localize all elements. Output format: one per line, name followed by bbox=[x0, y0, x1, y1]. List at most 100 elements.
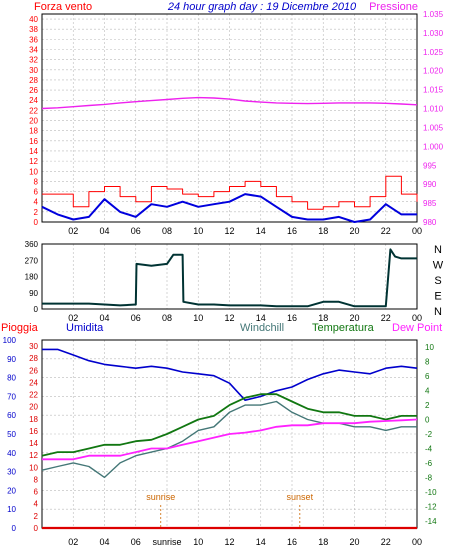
direction-axis-tick: 360 bbox=[25, 240, 39, 249]
humidity-axis-tick: 40 bbox=[7, 449, 16, 458]
wind-axis-tick: 34 bbox=[29, 46, 38, 55]
wind-x-tick: 04 bbox=[99, 226, 109, 236]
temp-x-tick: sunrise bbox=[152, 537, 181, 547]
direction-axis-tick: 90 bbox=[29, 289, 38, 298]
wind-axis-tick: 10 bbox=[29, 167, 38, 176]
wind-axis-tick: 32 bbox=[29, 56, 38, 65]
temperature-axis-tick: 8 bbox=[425, 358, 430, 367]
wind-axis-tick: 12 bbox=[29, 157, 38, 166]
rain-axis-tick: 22 bbox=[29, 391, 38, 400]
direction-axis-tick: 0 bbox=[34, 305, 39, 314]
pressure-axis-tick: 1.035 bbox=[423, 10, 444, 19]
wind-axis-tick: 24 bbox=[29, 96, 38, 105]
direction-x-tick: 14 bbox=[256, 313, 266, 323]
temperature-axis-tick: -6 bbox=[425, 459, 433, 468]
temp-x-tick: 22 bbox=[381, 537, 391, 547]
direction-x-tick: 06 bbox=[131, 313, 141, 323]
pressure-line bbox=[41, 96, 418, 110]
temperature-axis-tick: -4 bbox=[425, 444, 433, 453]
temperature-axis-tick: -12 bbox=[425, 502, 437, 511]
wind-axis-tick: 8 bbox=[34, 177, 39, 186]
pressure-axis-tick: 995 bbox=[423, 161, 437, 170]
wind-x-tick: 02 bbox=[68, 226, 78, 236]
wind-axis-tick: 14 bbox=[29, 147, 38, 156]
wind-gust-line bbox=[42, 175, 418, 210]
rain-axis-tick: 18 bbox=[29, 415, 38, 424]
direction-x-tick: 16 bbox=[287, 313, 297, 323]
temperature-axis-tick: 2 bbox=[425, 401, 430, 410]
sunrise-annotation: sunrise bbox=[146, 492, 175, 502]
compass-label: S bbox=[434, 275, 441, 287]
humidity-axis-tick: 90 bbox=[7, 355, 16, 364]
temp-x-tick: 06 bbox=[131, 537, 141, 547]
temp-x-tick: 12 bbox=[224, 537, 234, 547]
rain-axis-tick: 24 bbox=[29, 378, 38, 387]
temp-x-tick: 18 bbox=[318, 537, 328, 547]
direction-x-tick: 12 bbox=[224, 313, 234, 323]
wind-axis-tick: 18 bbox=[29, 127, 38, 136]
pressure-axis-tick: 1.010 bbox=[423, 105, 444, 114]
wind-axis-tick: 4 bbox=[34, 198, 39, 207]
wind-axis-tick: 6 bbox=[34, 188, 39, 197]
compass-label: N bbox=[434, 244, 442, 256]
rain-axis-tick: 2 bbox=[34, 512, 39, 521]
temp-x-tick: 04 bbox=[99, 537, 109, 547]
rain-axis-tick: 12 bbox=[29, 451, 38, 460]
windchill-legend: Windchill bbox=[240, 322, 284, 334]
compass-label: E bbox=[434, 291, 441, 303]
pressure-axis-tick: 1.005 bbox=[423, 123, 444, 132]
rain-axis-tick: 28 bbox=[29, 354, 38, 363]
wind-axis-tick: 16 bbox=[29, 137, 38, 146]
direction-x-tick: 04 bbox=[99, 313, 109, 323]
chart-title: 24 hour graph day : 19 Dicembre 2010 bbox=[167, 1, 357, 13]
rain-axis-tick: 4 bbox=[34, 500, 39, 509]
wind-x-tick: 22 bbox=[381, 226, 391, 236]
wind-x-tick: 08 bbox=[162, 226, 172, 236]
wind-axis-tick: 26 bbox=[29, 86, 38, 95]
sunset-annotation: sunset bbox=[287, 492, 314, 502]
humidity-axis-tick: 70 bbox=[7, 392, 16, 401]
direction-x-tick: 00 bbox=[412, 313, 422, 323]
rain-axis-tick: 16 bbox=[29, 427, 38, 436]
wind-x-tick: 20 bbox=[349, 226, 359, 236]
rain-axis-tick: 20 bbox=[29, 403, 38, 412]
direction-x-tick: 10 bbox=[193, 313, 203, 323]
rain-axis-tick: 26 bbox=[29, 366, 38, 375]
wind-axis-tick: 38 bbox=[29, 25, 38, 34]
wind-x-tick: 12 bbox=[224, 226, 234, 236]
rain-axis-label: Pioggia bbox=[1, 322, 39, 334]
humidity-axis-tick: 30 bbox=[7, 468, 16, 477]
pressure-axis-tick: 1.015 bbox=[423, 86, 444, 95]
temp-x-tick: 02 bbox=[68, 537, 78, 547]
direction-x-tick: 02 bbox=[68, 313, 78, 323]
direction-axis-tick: 180 bbox=[25, 273, 39, 282]
humidity-axis-tick: 20 bbox=[7, 486, 16, 495]
humidity-axis-tick: 10 bbox=[7, 505, 16, 514]
temp-x-tick: 16 bbox=[287, 537, 297, 547]
temperature-axis-tick: 6 bbox=[425, 372, 430, 381]
humidity-axis-label: Umidita bbox=[66, 322, 104, 334]
wind-x-tick: 18 bbox=[318, 226, 328, 236]
temp-x-tick: 14 bbox=[256, 537, 266, 547]
pressure-axis-tick: 1.020 bbox=[423, 67, 444, 76]
windchill-line bbox=[41, 400, 417, 479]
rain-axis-tick: 8 bbox=[34, 475, 39, 484]
pressure-axis-tick: 980 bbox=[423, 218, 437, 227]
temperature-axis-tick: -2 bbox=[425, 430, 433, 439]
rain-axis-tick: 6 bbox=[34, 488, 39, 497]
temperature-line bbox=[41, 393, 417, 457]
pressure-axis-tick: 985 bbox=[423, 199, 437, 208]
humidity-axis-tick: 50 bbox=[7, 430, 16, 439]
wind-direction-line bbox=[42, 248, 417, 308]
compass-label: W bbox=[433, 260, 444, 272]
pressure-axis-tick: 1.030 bbox=[423, 29, 444, 38]
temperature-legend: Temperatura bbox=[312, 322, 375, 334]
wind-x-tick: 14 bbox=[256, 226, 266, 236]
compass-label: N bbox=[434, 306, 442, 318]
wind-pressure-plot-frame bbox=[41, 13, 418, 223]
direction-x-tick: 08 bbox=[162, 313, 172, 323]
pressure-axis-tick: 1.000 bbox=[423, 142, 444, 151]
pressure-axis-tick: 990 bbox=[423, 180, 437, 189]
wind-axis-tick: 20 bbox=[29, 117, 38, 126]
temperature-axis-tick: -10 bbox=[425, 488, 437, 497]
